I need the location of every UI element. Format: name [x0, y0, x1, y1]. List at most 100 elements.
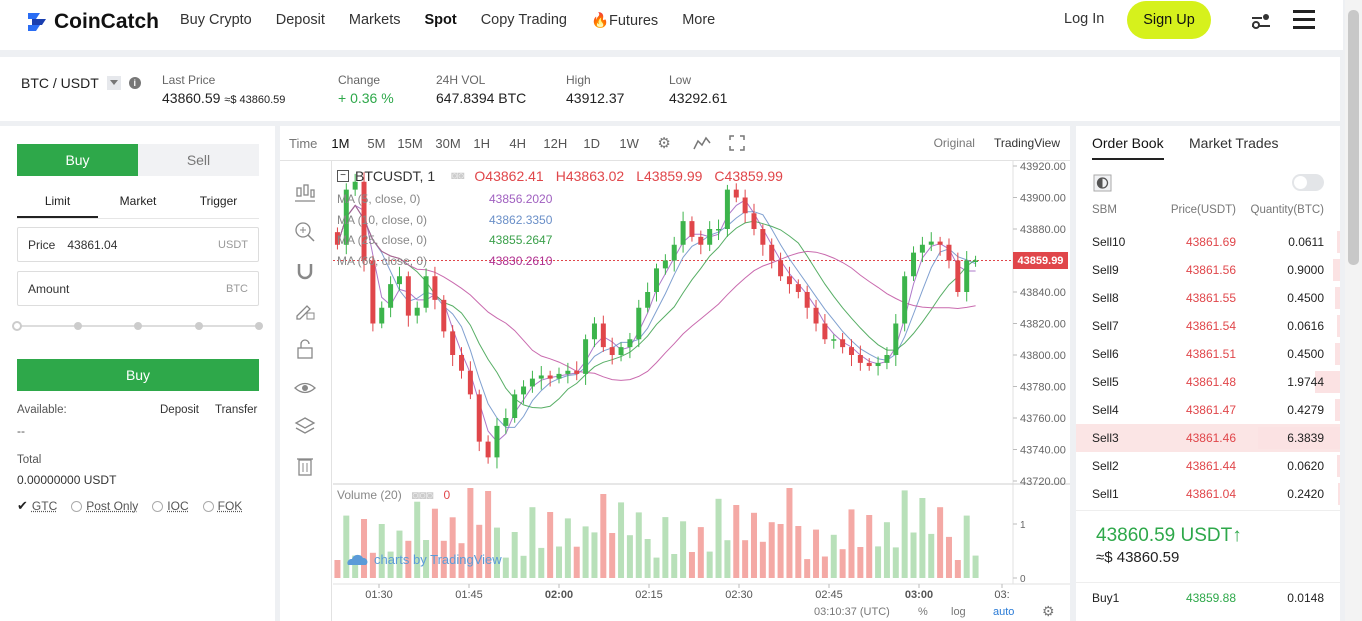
magnet-icon[interactable] — [294, 260, 316, 282]
volume-bar — [768, 522, 775, 578]
auto-toggle[interactable]: auto — [993, 606, 1015, 618]
menu-icon[interactable] — [1293, 9, 1315, 29]
sell-row[interactable]: Sell9 43861.56 0.9000 — [1076, 256, 1340, 284]
scrollbar-thumb[interactable] — [1348, 10, 1359, 265]
buy-tab[interactable]: Buy — [17, 144, 138, 176]
candle — [786, 276, 792, 285]
layers-icon[interactable] — [294, 416, 316, 438]
chart-type-icon[interactable] — [294, 182, 316, 204]
interval-12h[interactable]: 12H — [543, 135, 568, 151]
aggregation-toggle[interactable] — [1292, 174, 1324, 191]
tif-post-only[interactable]: Post Only — [71, 498, 138, 514]
volume-legend-controls-icon[interactable]: ◙◙◙ — [411, 488, 434, 502]
login-link[interactable]: Log In — [1064, 11, 1105, 27]
interval-30m[interactable]: 30M — [435, 135, 461, 151]
price-input[interactable]: 43861.04 — [67, 237, 118, 252]
collapse-icon[interactable]: − — [337, 170, 349, 182]
depth-mode-icon[interactable] — [1093, 174, 1112, 192]
candle — [716, 229, 722, 231]
chart-settings-icon[interactable]: ⚙ — [657, 135, 671, 152]
nav-markets[interactable]: Markets — [348, 12, 401, 28]
page-scrollbar[interactable] — [1345, 0, 1362, 621]
price-tick-label: 43820.00 — [1020, 319, 1066, 331]
fullscreen-icon[interactable] — [729, 135, 746, 151]
volume-bar — [715, 498, 722, 578]
total-label: Total — [17, 454, 42, 466]
amount-slider[interactable] — [12, 321, 264, 331]
view-original[interactable]: Original — [933, 136, 975, 150]
volume-bar — [963, 515, 970, 578]
sell-row[interactable]: Sell8 43861.55 0.4500 — [1076, 284, 1340, 312]
draw-lock-icon[interactable] — [294, 299, 316, 321]
legend-controls-icon[interactable]: ◙◙ — [451, 170, 465, 182]
interval-1d[interactable]: 1D — [583, 135, 601, 151]
row-price: 43861.04 — [1185, 487, 1236, 501]
sell-row[interactable]: Sell6 43861.51 0.4500 — [1076, 340, 1340, 368]
buy-row[interactable]: Buy1 43859.88 0.0148 — [1076, 584, 1340, 612]
slider-handle[interactable] — [12, 321, 22, 331]
interval-4h[interactable]: 4H — [509, 135, 527, 151]
log-toggle[interactable]: log — [951, 606, 966, 618]
ma2-value: 43862.3350 — [489, 212, 553, 227]
tif-fok[interactable]: FOK — [202, 498, 242, 514]
interval-1h[interactable]: 1H — [473, 135, 491, 151]
sell-row[interactable]: Sell3 43861.46 6.3839 — [1076, 424, 1340, 452]
percent-toggle[interactable]: % — [918, 606, 928, 618]
interval-5m[interactable]: 5M — [367, 135, 386, 151]
settings-toggle-icon[interactable] — [1250, 10, 1272, 30]
sell-row[interactable]: Sell10 43861.69 0.0611 — [1076, 228, 1340, 256]
sell-row[interactable]: Sell4 43861.47 0.4279 — [1076, 396, 1340, 424]
nav-copy-trading[interactable]: Copy Trading — [480, 12, 567, 28]
buy-submit-button[interactable]: Buy — [17, 359, 259, 391]
nav-deposit[interactable]: Deposit — [275, 12, 325, 28]
price-field[interactable]: Price 43861.04 USDT — [17, 227, 259, 262]
nav-futures[interactable]: 🔥Futures — [591, 12, 658, 29]
deposit-link[interactable]: Deposit — [160, 404, 199, 416]
trash-icon[interactable] — [294, 455, 316, 477]
interval-15m[interactable]: 15M — [397, 135, 423, 151]
interval-1w[interactable]: 1W — [619, 135, 639, 151]
sell-row[interactable]: Sell2 43861.44 0.0620 — [1076, 452, 1340, 480]
price-chart[interactable]: 43920.0043900.0043880.0043860.0043840.00… — [280, 126, 1070, 621]
tif-gtc[interactable]: ✔ GTC — [17, 498, 58, 513]
sell-row[interactable]: Sell7 43861.54 0.0616 — [1076, 312, 1340, 340]
info-icon[interactable]: i — [128, 77, 141, 89]
transfer-link[interactable]: Transfer — [215, 404, 258, 416]
nav-spot[interactable]: Spot — [424, 12, 457, 28]
nav-more[interactable]: More — [682, 12, 716, 28]
sell-row[interactable]: Sell1 43861.04 0.2420 — [1076, 480, 1340, 508]
eye-icon[interactable] — [294, 377, 316, 399]
volume-bar — [564, 518, 571, 578]
sell-row[interactable]: Sell5 43861.48 1.9744 — [1076, 368, 1340, 396]
depth-bar — [1337, 315, 1340, 337]
amount-field[interactable]: Amount BTC — [17, 271, 259, 306]
indicators-icon[interactable] — [693, 135, 711, 151]
signup-button[interactable]: Sign Up — [1127, 1, 1211, 39]
sell-tab[interactable]: Sell — [138, 144, 259, 176]
volume-bar — [644, 539, 651, 578]
low-value: 43292.61 — [669, 90, 728, 106]
chart-footer-settings-icon[interactable]: ⚙ — [1042, 603, 1055, 619]
tab-market-trades[interactable]: Market Trades — [1189, 135, 1279, 151]
view-tradingview[interactable]: TradingView — [993, 136, 1060, 150]
tab-trigger[interactable]: Trigger — [199, 194, 238, 208]
tradingview-watermark[interactable]: charts by TradingView — [346, 552, 502, 567]
volume-bar — [591, 532, 598, 578]
amount-unit: BTC — [226, 282, 248, 295]
volume-bar — [467, 488, 474, 578]
volume-bar — [440, 540, 447, 578]
candle — [379, 307, 385, 324]
tif-ioc[interactable]: IOC — [152, 498, 189, 514]
tab-order-book[interactable]: Order Book — [1092, 135, 1164, 160]
brand-logo[interactable]: CoinCatch — [26, 10, 159, 34]
interval-1m[interactable]: 1M — [331, 135, 350, 151]
tab-limit[interactable]: Limit — [17, 188, 98, 218]
nav-buy-crypto[interactable]: Buy Crypto — [180, 12, 252, 28]
chart-panel: Time 1M 5M 15M 30M 1H 4H 12H 1D 1W ⚙ Ori… — [280, 126, 1070, 621]
volume-bar — [848, 509, 855, 578]
candle — [583, 339, 589, 374]
lock-icon[interactable] — [294, 338, 316, 360]
pair-selector[interactable]: BTC / USDT i — [21, 75, 141, 91]
zoom-icon[interactable] — [294, 221, 316, 243]
tab-market[interactable]: Market — [119, 194, 157, 208]
